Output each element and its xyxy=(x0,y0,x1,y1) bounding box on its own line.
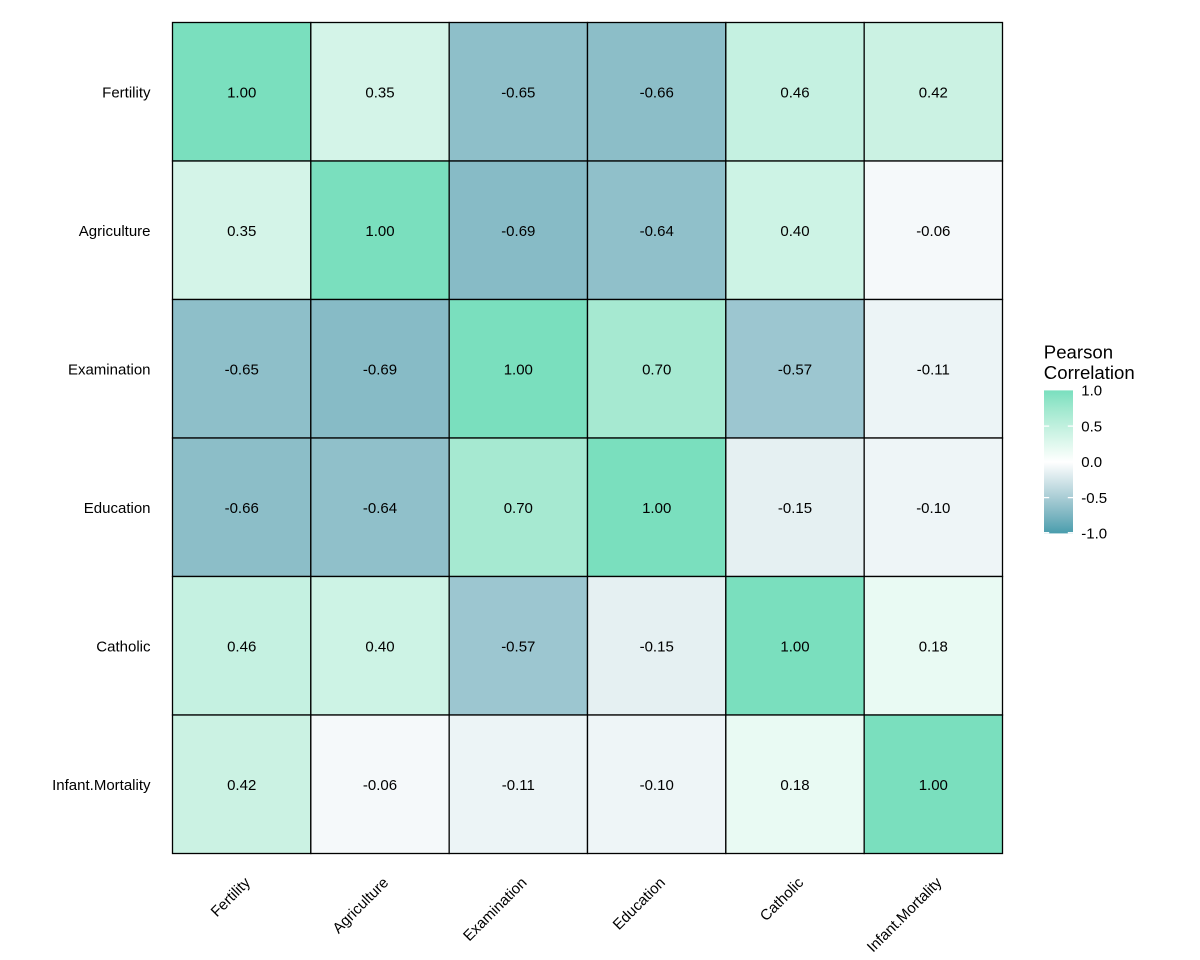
svg-text:-0.57: -0.57 xyxy=(778,361,812,378)
svg-text:0.70: 0.70 xyxy=(642,361,671,378)
svg-text:Catholic: Catholic xyxy=(96,638,151,655)
svg-text:-0.06: -0.06 xyxy=(916,223,950,240)
svg-text:-0.57: -0.57 xyxy=(501,639,535,656)
svg-text:-0.69: -0.69 xyxy=(501,223,535,240)
svg-text:-0.10: -0.10 xyxy=(916,500,950,517)
svg-text:0.42: 0.42 xyxy=(919,85,948,102)
svg-text:0.46: 0.46 xyxy=(227,639,256,656)
svg-text:0.42: 0.42 xyxy=(227,777,256,794)
svg-text:-0.66: -0.66 xyxy=(225,500,259,517)
svg-text:Education: Education xyxy=(84,500,151,517)
svg-text:1.00: 1.00 xyxy=(780,639,809,656)
svg-text:-0.65: -0.65 xyxy=(225,361,259,378)
svg-text:0.0: 0.0 xyxy=(1081,454,1102,471)
svg-text:Pearson: Pearson xyxy=(1044,341,1113,362)
svg-text:0.18: 0.18 xyxy=(919,639,948,656)
svg-text:0.35: 0.35 xyxy=(227,223,256,240)
svg-text:-0.64: -0.64 xyxy=(363,500,397,517)
svg-text:0.5: 0.5 xyxy=(1081,418,1102,435)
svg-text:-0.15: -0.15 xyxy=(778,500,812,517)
svg-text:1.0: 1.0 xyxy=(1081,383,1102,400)
svg-text:1.00: 1.00 xyxy=(227,85,256,102)
svg-text:-0.69: -0.69 xyxy=(363,361,397,378)
svg-text:Agriculture: Agriculture xyxy=(79,223,151,240)
svg-text:-0.11: -0.11 xyxy=(917,361,950,378)
svg-text:Correlation: Correlation xyxy=(1044,362,1135,383)
svg-text:0.40: 0.40 xyxy=(365,639,394,656)
svg-text:-0.66: -0.66 xyxy=(640,85,674,102)
svg-text:-0.64: -0.64 xyxy=(640,223,674,240)
svg-text:0.40: 0.40 xyxy=(780,223,809,240)
svg-text:0.35: 0.35 xyxy=(365,85,394,102)
svg-text:0.46: 0.46 xyxy=(780,85,809,102)
svg-text:0.70: 0.70 xyxy=(504,500,533,517)
svg-text:Fertility: Fertility xyxy=(102,84,151,101)
svg-text:1.00: 1.00 xyxy=(365,223,394,240)
svg-text:1.00: 1.00 xyxy=(919,777,948,794)
svg-text:-1.0: -1.0 xyxy=(1081,526,1107,543)
svg-text:-0.5: -0.5 xyxy=(1081,490,1107,507)
svg-text:-0.15: -0.15 xyxy=(640,639,674,656)
svg-text:0.18: 0.18 xyxy=(780,777,809,794)
svg-text:-0.10: -0.10 xyxy=(640,777,674,794)
svg-text:Examination: Examination xyxy=(68,361,151,378)
svg-text:-0.65: -0.65 xyxy=(501,85,535,102)
svg-text:Infant.Mortality: Infant.Mortality xyxy=(52,777,151,794)
svg-text:-0.11: -0.11 xyxy=(502,777,535,794)
svg-text:1.00: 1.00 xyxy=(642,500,671,517)
svg-text:-0.06: -0.06 xyxy=(363,777,397,794)
svg-text:1.00: 1.00 xyxy=(504,361,533,378)
